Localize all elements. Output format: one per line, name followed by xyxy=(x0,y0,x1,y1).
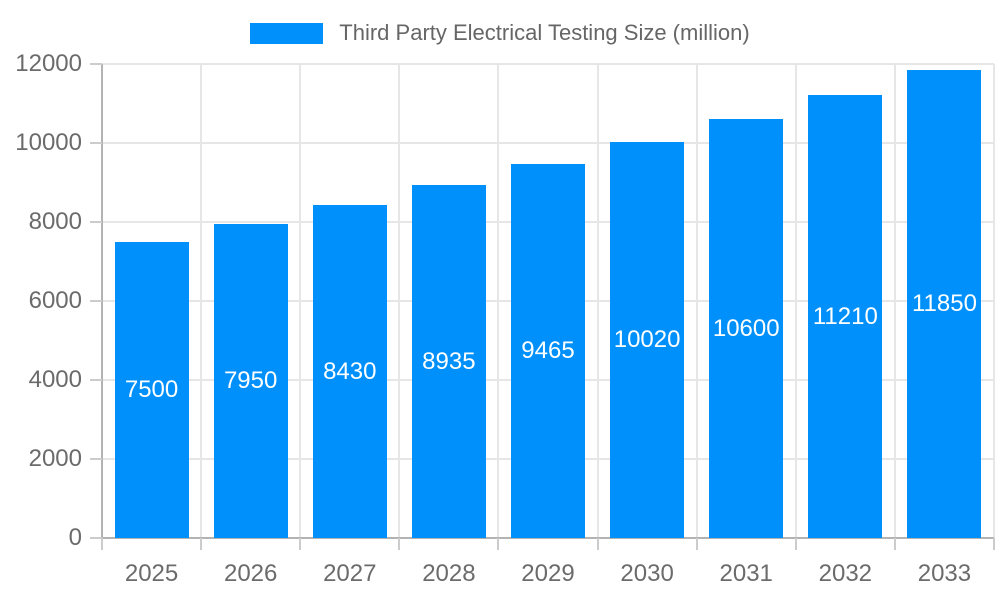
y-tick-label-6000: 6000 xyxy=(28,287,82,314)
x-axis-line xyxy=(102,537,994,539)
v-gridline-8 xyxy=(893,64,896,538)
chart-legend[interactable]: Third Party Electrical Testing Size (mil… xyxy=(0,20,1000,46)
bar-value-label-2030: 10020 xyxy=(613,326,681,354)
y-tick-6000 xyxy=(90,300,102,302)
x-tick-label-2027: 2027 xyxy=(323,560,377,587)
bar-2026[interactable] xyxy=(213,223,288,538)
bar-2033[interactable] xyxy=(907,69,982,538)
bar-value-label-2025: 7500 xyxy=(124,375,179,403)
y-tick-2000 xyxy=(90,458,102,460)
x-tick-8 xyxy=(893,538,896,550)
bar-value-label-2031: 10600 xyxy=(712,314,780,342)
x-tick-3 xyxy=(398,538,401,550)
v-gridline-9 xyxy=(993,64,995,538)
v-gridline-4 xyxy=(497,64,500,538)
v-gridline-5 xyxy=(596,64,599,538)
bar-2028[interactable] xyxy=(411,185,486,538)
bar-2031[interactable] xyxy=(709,119,784,538)
x-tick-label-2033: 2033 xyxy=(917,560,972,587)
y-tick-label-0: 0 xyxy=(68,524,82,551)
y-tick-4000 xyxy=(90,379,102,381)
x-tick-label-2029: 2029 xyxy=(521,560,575,587)
bar-2032[interactable] xyxy=(808,95,883,538)
x-tick-label-2028: 2028 xyxy=(422,560,476,587)
v-gridline-3 xyxy=(398,64,401,538)
h-gridline-12000 xyxy=(102,63,994,65)
bar-2027[interactable] xyxy=(312,205,387,538)
y-tick-label-10000: 10000 xyxy=(15,129,82,156)
bar-value-label-2028: 8935 xyxy=(422,347,476,375)
x-tick-7 xyxy=(794,538,797,550)
bar-value-label-2033: 11850 xyxy=(911,289,977,317)
x-tick-label-2031: 2031 xyxy=(719,560,773,587)
v-gridline-1 xyxy=(200,64,203,538)
y-tick-0 xyxy=(90,537,102,539)
y-axis-line xyxy=(101,64,103,538)
y-tick-label-2000: 2000 xyxy=(28,445,82,472)
bar-2029[interactable] xyxy=(511,164,585,538)
x-tick-2 xyxy=(299,538,302,550)
bar-2030[interactable] xyxy=(610,142,685,538)
bar-value-label-2026: 7950 xyxy=(223,366,278,394)
v-gridline-7 xyxy=(794,64,797,538)
y-tick-8000 xyxy=(90,221,102,223)
x-tick-label-2032: 2032 xyxy=(818,560,873,587)
y-tick-12000 xyxy=(90,63,102,65)
h-gridline-10000 xyxy=(102,142,994,144)
bar-value-label-2029: 9465 xyxy=(521,337,575,365)
legend-label: Third Party Electrical Testing Size (mil… xyxy=(339,20,750,45)
x-tick-4 xyxy=(497,538,500,550)
bar-value-label-2032: 11210 xyxy=(812,302,878,330)
y-tick-10000 xyxy=(90,142,102,144)
x-tick-0 xyxy=(101,538,103,550)
legend-swatch xyxy=(250,22,324,44)
x-tick-label-2025: 2025 xyxy=(124,560,179,587)
bar-value-label-2027: 8430 xyxy=(323,357,377,385)
bar-2025[interactable] xyxy=(114,241,189,538)
x-tick-label-2030: 2030 xyxy=(620,560,674,587)
x-tick-5 xyxy=(596,538,599,550)
x-tick-1 xyxy=(200,538,203,550)
x-tick-6 xyxy=(695,538,698,550)
y-tick-label-4000: 4000 xyxy=(28,366,82,393)
y-tick-label-12000: 12000 xyxy=(15,50,82,77)
x-tick-label-2026: 2026 xyxy=(223,560,278,587)
x-tick-9 xyxy=(993,538,995,550)
y-tick-label-8000: 8000 xyxy=(28,208,82,235)
v-gridline-6 xyxy=(695,64,698,538)
v-gridline-2 xyxy=(299,64,302,538)
